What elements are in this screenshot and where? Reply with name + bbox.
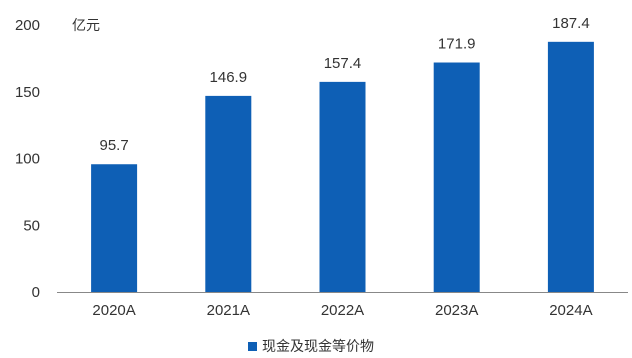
x-tick-label: 2022A bbox=[321, 302, 364, 319]
bar bbox=[91, 164, 138, 292]
y-tick-label: 0 bbox=[32, 284, 40, 301]
x-tick-label: 2021A bbox=[207, 302, 250, 319]
bar bbox=[205, 95, 252, 293]
x-axis-ticks: 2020A 2021A 2022A 2023A 2024A bbox=[92, 302, 592, 319]
x-tick-label: 2024A bbox=[549, 302, 592, 319]
y-tick-label: 150 bbox=[15, 84, 40, 101]
legend: 现金及现金等价物 bbox=[248, 338, 374, 354]
y-axis-ticks: 0 50 100 150 200 bbox=[15, 17, 40, 301]
y-axis-unit-label: 亿元 bbox=[72, 17, 100, 33]
data-label: 157.4 bbox=[324, 55, 362, 72]
y-tick-label: 200 bbox=[15, 17, 40, 34]
legend-swatch bbox=[248, 342, 257, 351]
data-label: 146.9 bbox=[210, 69, 248, 86]
data-label: 171.9 bbox=[438, 36, 476, 53]
data-labels: 95.7 146.9 157.4 171.9 187.4 bbox=[99, 15, 589, 154]
x-tick-label: 2020A bbox=[92, 302, 135, 319]
bar bbox=[433, 62, 480, 292]
y-tick-label: 50 bbox=[23, 217, 40, 234]
legend-label: 现金及现金等价物 bbox=[262, 338, 374, 354]
bars bbox=[91, 41, 594, 293]
bar bbox=[319, 81, 366, 292]
data-label: 95.7 bbox=[99, 137, 128, 154]
bar bbox=[547, 41, 594, 292]
y-tick-label: 100 bbox=[15, 151, 40, 168]
data-label: 187.4 bbox=[552, 15, 590, 32]
x-tick-label: 2023A bbox=[435, 302, 478, 319]
